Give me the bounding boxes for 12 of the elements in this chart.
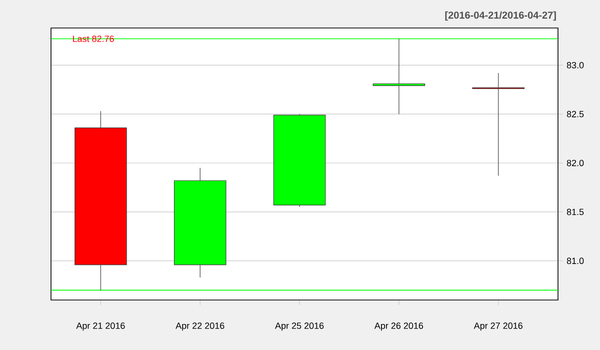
x-tick-label: Apr 21 2016	[76, 322, 125, 331]
x-tick-label: Apr 26 2016	[374, 322, 424, 331]
candlestick	[472, 72, 524, 176]
x-tick-label: Apr 25 2016	[275, 322, 324, 331]
y-tick-label: 83.0	[566, 62, 584, 68]
x-tick-label: Apr 27 2016	[474, 322, 522, 331]
chart-subtitle: [2016-04-21/2016-04-27]	[445, 11, 556, 21]
x-tick-label: Apr 22 2016	[176, 322, 224, 331]
y-tick-label: 81.0	[566, 258, 584, 264]
y-tick-label: 81.5	[566, 208, 584, 216]
y-tick-label: 82.5	[566, 110, 584, 118]
y-tick-label: 82.0	[566, 160, 584, 166]
